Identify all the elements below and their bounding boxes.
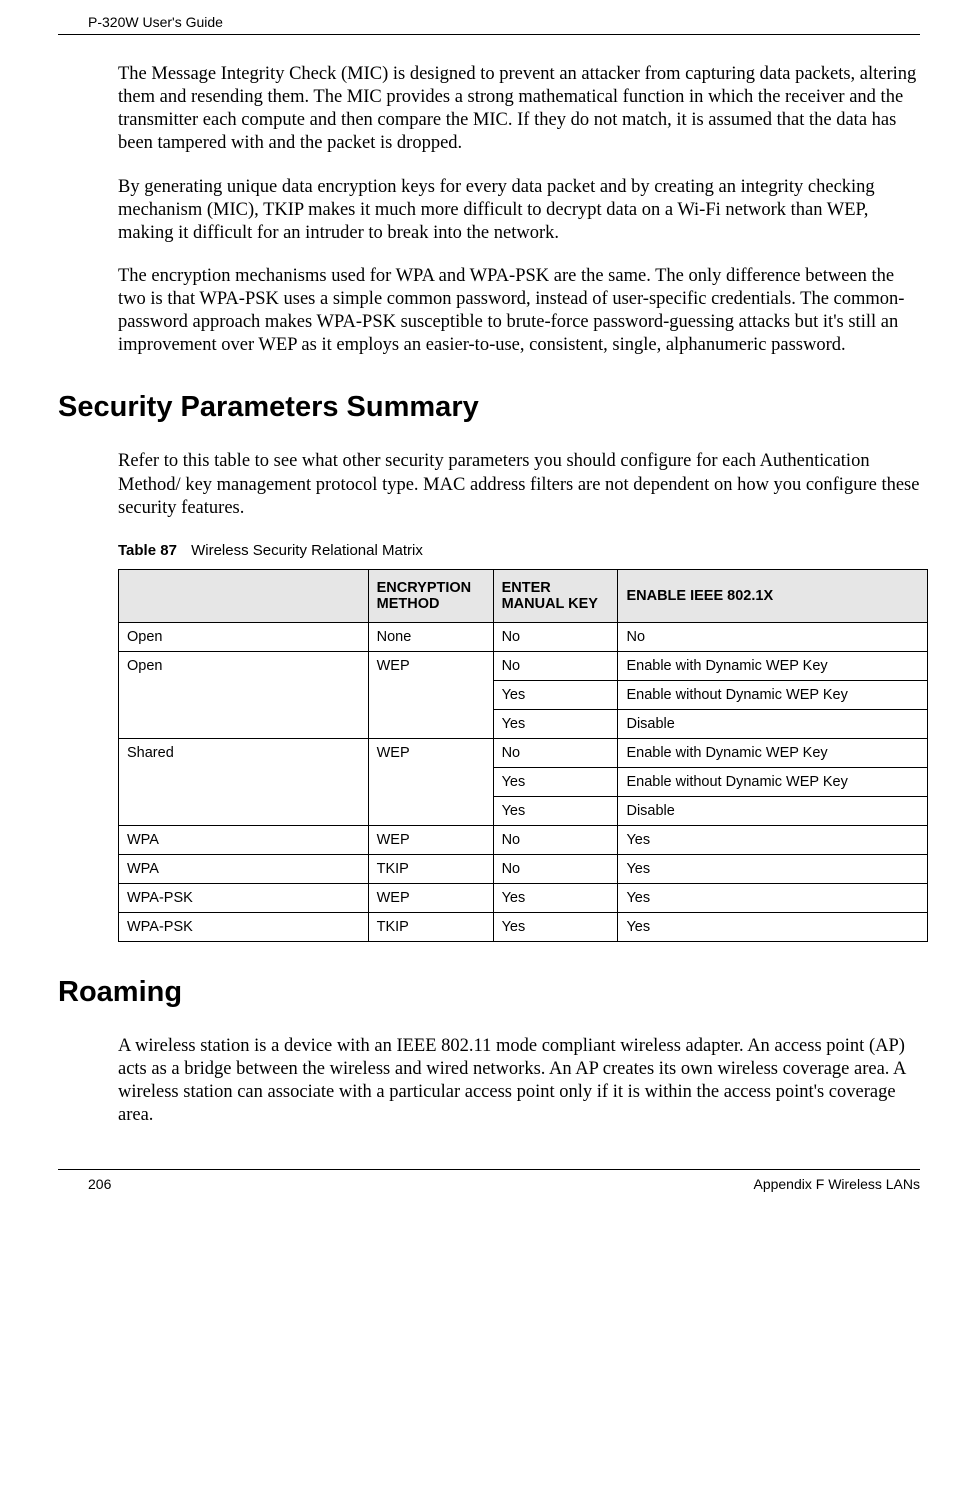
cell-key: No <box>493 854 618 883</box>
table-row: WPA-PSK TKIP Yes Yes <box>119 912 928 941</box>
cell-ieee: Yes <box>618 912 928 941</box>
cell-ieee: Enable with Dynamic WEP Key <box>618 738 928 767</box>
cell-enc: WEP <box>368 825 493 854</box>
cell-auth: WPA-PSK <box>119 912 369 941</box>
cell-ieee: Disable <box>618 796 928 825</box>
cell-key: Yes <box>493 767 618 796</box>
cell-key: Yes <box>493 796 618 825</box>
table-row: Open None No No <box>119 622 928 651</box>
cell-auth: WPA <box>119 854 369 883</box>
cell-enc: TKIP <box>368 854 493 883</box>
paragraph-roaming: A wireless station is a device with an I… <box>118 1035 920 1128</box>
footer-page-number: 206 <box>88 1176 111 1192</box>
cell-ieee: Enable without Dynamic WEP Key <box>618 767 928 796</box>
cell-enc: WEP <box>368 651 493 738</box>
cell-ieee: Yes <box>618 854 928 883</box>
cell-key: No <box>493 738 618 767</box>
cell-ieee: Yes <box>618 883 928 912</box>
header-left-text: P-320W User's Guide <box>88 14 223 30</box>
cell-auth: Open <box>119 622 369 651</box>
heading-security-summary: Security Parameters Summary <box>58 391 920 424</box>
cell-key: No <box>493 825 618 854</box>
table-row: WPA TKIP No Yes <box>119 854 928 883</box>
table-caption: Table 87 Wireless Security Relational Ma… <box>118 542 920 559</box>
cell-enc: WEP <box>368 883 493 912</box>
table-caption-text: Wireless Security Relational Matrix <box>191 542 423 559</box>
table-row: Open WEP No Enable with Dynamic WEP Key <box>119 651 928 680</box>
th-manual-key: ENTER MANUAL KEY <box>493 569 618 622</box>
th-encryption: ENCRYPTION METHOD <box>368 569 493 622</box>
cell-key: No <box>493 622 618 651</box>
heading-roaming: Roaming <box>58 976 920 1009</box>
footer-appendix-label: Appendix F Wireless LANs <box>753 1176 920 1192</box>
cell-enc: TKIP <box>368 912 493 941</box>
cell-ieee: No <box>618 622 928 651</box>
cell-key: Yes <box>493 883 618 912</box>
page-header: P-320W User's Guide <box>58 0 920 35</box>
cell-key: No <box>493 651 618 680</box>
table-body: Open None No No Open WEP No Enable with … <box>119 622 928 941</box>
cell-enc: None <box>368 622 493 651</box>
cell-ieee: Enable without Dynamic WEP Key <box>618 680 928 709</box>
cell-key: Yes <box>493 912 618 941</box>
cell-key: Yes <box>493 709 618 738</box>
cell-ieee: Enable with Dynamic WEP Key <box>618 651 928 680</box>
table-header-row: ENCRYPTION METHOD ENTER MANUAL KEY ENABL… <box>119 569 928 622</box>
paragraph-table-intro: Refer to this table to see what other se… <box>118 450 920 519</box>
paragraph-wpa-psk: The encryption mechanisms used for WPA a… <box>118 265 920 358</box>
table-row: Shared WEP No Enable with Dynamic WEP Ke… <box>119 738 928 767</box>
page-footer: 206 Appendix F Wireless LANs <box>58 1169 920 1192</box>
cell-ieee: Disable <box>618 709 928 738</box>
cell-ieee: Yes <box>618 825 928 854</box>
cell-auth: Open <box>119 651 369 738</box>
th-blank <box>119 569 369 622</box>
th-ieee: ENABLE IEEE 802.1X <box>618 569 928 622</box>
security-matrix-table: ENCRYPTION METHOD ENTER MANUAL KEY ENABL… <box>118 569 928 942</box>
paragraph-mic: The Message Integrity Check (MIC) is des… <box>118 63 920 156</box>
table-caption-label: Table 87 <box>118 542 177 559</box>
paragraph-tkip: By generating unique data encryption key… <box>118 176 920 245</box>
table-row: WPA-PSK WEP Yes Yes <box>119 883 928 912</box>
cell-auth: WPA-PSK <box>119 883 369 912</box>
table-row: WPA WEP No Yes <box>119 825 928 854</box>
cell-auth: Shared <box>119 738 369 825</box>
cell-key: Yes <box>493 680 618 709</box>
cell-enc: WEP <box>368 738 493 825</box>
cell-auth: WPA <box>119 825 369 854</box>
